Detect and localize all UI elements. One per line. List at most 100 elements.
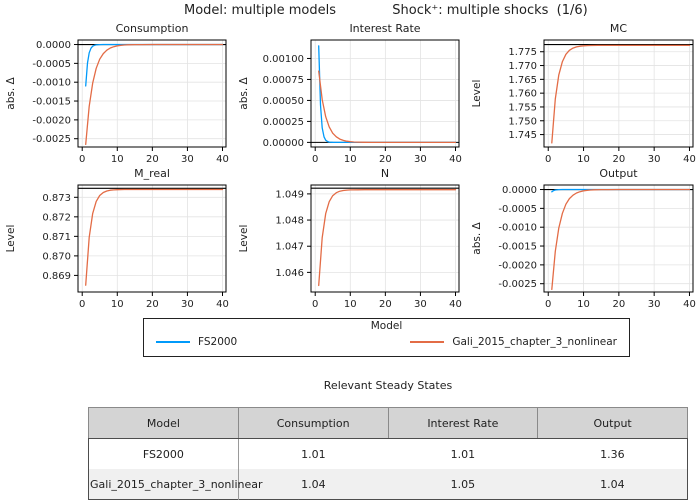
table-header-row: Model Consumption Interest Rate Output (88, 407, 688, 439)
x-tick-label: 40 (216, 154, 229, 165)
model-cell: Gali_2015_chapter_3_nonlinear (88, 469, 263, 500)
x-tick-label: 0 (312, 154, 318, 165)
y-tick-label: 1.750 (508, 116, 537, 127)
y-tick-label: 1.775 (508, 47, 537, 58)
table-header-model: Model (88, 407, 239, 439)
x-tick-label: 30 (414, 154, 427, 165)
x-tick-label: 20 (612, 299, 625, 310)
table-header-consumption: Consumption (237, 407, 389, 439)
y-tick-label: 0.873 (42, 193, 71, 204)
value-cell: 1.01 (450, 447, 476, 461)
y-tick-label: 1.765 (508, 75, 537, 86)
y-axis-label: Level (238, 225, 250, 253)
subplot-interest-rate: 0 10 20 30 40 0.00000 0.00025 0.00050 0.00075 0.0… (238, 22, 462, 165)
x-tick-label: 40 (683, 154, 696, 165)
x-tick-label: 20 (612, 154, 625, 165)
x-tick-label: 20 (146, 299, 159, 310)
x-tick-label: 10 (111, 154, 124, 165)
series-line-gali-2015-chapter-3-nonlinear (318, 70, 457, 144)
y-tick-label: 1.755 (508, 102, 537, 113)
y-tick-label: 0.00025 (263, 117, 304, 128)
steady-states-table: Model Consumption Interest Rate Output FS20… (88, 407, 688, 500)
y-tick-label: 0.00075 (263, 75, 304, 86)
legend-title: Model (370, 320, 403, 332)
x-tick-label: 40 (216, 299, 229, 310)
y-tick-label: -0.0005 (498, 204, 537, 215)
x-tick-label: 20 (146, 154, 159, 165)
y-axis-label: Level (5, 225, 17, 253)
table-header-interest-rate: Interest Rate (387, 407, 539, 439)
plot-title: M_real (134, 167, 170, 180)
y-tick-label: -0.0015 (498, 242, 537, 253)
subplot-consumption: 0 10 20 30 40 0.0000 -0.0005 -0.0010 -0.0015 -0.0… (5, 22, 229, 165)
legend: Model FS2000 Gali_2015_chapter_3_nonlinea… (143, 318, 630, 357)
series-line-gali-2015-chapter-3-nonlinear (85, 43, 224, 146)
y-tick-label: 0.872 (42, 212, 71, 223)
y-tick-label: 1.770 (508, 61, 537, 72)
page-title-model: Model: multiple models (183, 3, 337, 18)
y-tick-label: 0.870 (42, 251, 71, 262)
x-tick-label: 40 (449, 154, 462, 165)
series-line-fs2000 (85, 43, 224, 87)
x-tick-label: 0 (79, 154, 85, 165)
model-cell: FS2000 (88, 438, 239, 469)
x-tick-label: 10 (577, 299, 590, 310)
x-tick-label: 10 (111, 299, 124, 310)
y-tick-label: -0.0025 (32, 134, 71, 145)
plot-title: MC (610, 22, 627, 35)
x-tick-label: 0 (79, 299, 85, 310)
x-tick-label: 30 (181, 154, 194, 165)
series-line-fs2000 (318, 45, 457, 144)
y-tick-label: -0.0005 (32, 59, 71, 70)
y-tick-label: 1.048 (275, 216, 304, 227)
page-title-shock: Shock⁺: multiple shocks (1/6) (392, 3, 588, 18)
legend-entries: FS2000 Gali_2015_chapter_3_nonlinear (144, 336, 629, 348)
y-tick-label: 1.049 (275, 189, 304, 200)
y-axis-label: abs. Δ (238, 76, 250, 109)
subplot-m-real: 0 10 20 30 40 0.869 0.870 0.871 0.872 0.873 M_real… (5, 167, 229, 310)
series-line-gali-2015-chapter-3-nonlinear (85, 188, 224, 286)
y-axis-label: abs. Δ (471, 221, 483, 254)
x-tick-label: 20 (379, 154, 392, 165)
subplot-output: 0 10 20 30 40 0.0000 -0.0005 -0.0010 -0.0015 -0.0… (471, 167, 696, 310)
subplot-mc: 0 10 20 30 40 1.745 1.750 1.755 1.760 1.765 1.770 1… (471, 22, 696, 165)
y-tick-label: 1.047 (275, 242, 304, 253)
series-line-gali-2015-chapter-3-nonlinear (551, 188, 691, 291)
table-row: Gali_2015_chapter_3_nonlinear 1.04 1.05 1.0… (88, 469, 688, 500)
plot-title: Output (599, 167, 638, 180)
value-cell: 1.01 (301, 447, 326, 461)
y-tick-label: 1.745 (508, 130, 537, 141)
steady-states-title: Relevant Steady States (323, 379, 453, 392)
y-tick-label: 1.760 (508, 89, 537, 100)
legend-label: FS2000 (198, 336, 238, 348)
x-tick-label: 0 (545, 299, 551, 310)
y-tick-label: 0.0000 (36, 40, 71, 51)
y-tick-label: 1.046 (275, 268, 304, 279)
x-tick-label: 20 (379, 299, 392, 310)
plot-title: Consumption (116, 22, 189, 35)
x-tick-label: 30 (181, 299, 194, 310)
y-tick-label: -0.0020 (32, 115, 71, 126)
legend-entry-fs2000: FS2000 (156, 336, 237, 348)
y-tick-label: 0.869 (42, 271, 71, 282)
y-tick-label: 0.00050 (263, 96, 304, 107)
value-cell: 1.04 (537, 469, 688, 500)
legend-line-sample (156, 341, 190, 343)
x-tick-label: 30 (648, 154, 661, 165)
x-tick-label: 10 (577, 154, 590, 165)
series-line-gali-2015-chapter-3-nonlinear (318, 189, 457, 287)
y-tick-label: -0.0010 (32, 78, 71, 89)
x-tick-label: 30 (648, 299, 661, 310)
y-axis-label: abs. Δ (5, 76, 17, 109)
x-tick-label: 30 (414, 299, 427, 310)
plot-title: N (381, 167, 389, 180)
y-tick-label: 0.00000 (263, 138, 304, 149)
table-header-output: Output (537, 407, 688, 439)
y-tick-label: 0.871 (42, 232, 71, 243)
legend-line-sample (410, 341, 445, 343)
x-tick-label: 10 (344, 154, 357, 165)
series-line-gali-2015-chapter-3-nonlinear (551, 44, 691, 144)
value-cell: 1.05 (388, 469, 538, 500)
y-tick-label: -0.0020 (498, 260, 537, 271)
